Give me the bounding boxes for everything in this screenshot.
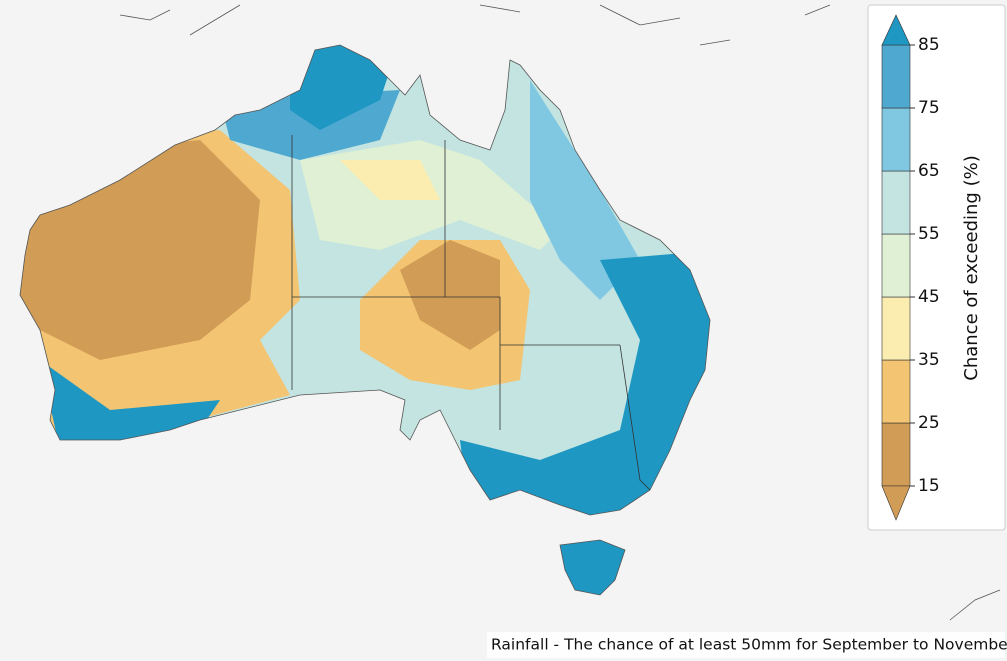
caption: Rainfall - The chance of at least 50mm f… — [491, 636, 1007, 654]
neighbour-coastlines — [119, 4, 1001, 621]
colorbar-arrow-top — [881, 14, 911, 46]
caption-box — [487, 632, 1005, 658]
legend: Chance of exceeding (%) 15 25 35 45 55 65 75 85 — [867, 4, 1006, 531]
colorbar-band — [881, 359, 911, 424]
colorbar-band — [881, 107, 911, 172]
colorbar-tick-label: 35 — [918, 350, 940, 370]
colorbar-band — [881, 422, 911, 487]
colorbar-band — [881, 296, 911, 361]
colorbar-arrow-bottom — [881, 485, 911, 521]
coastline — [19, 44, 711, 596]
colorbar-band — [881, 233, 911, 298]
colorbar-tick-label: 55 — [918, 224, 940, 244]
colorbar-tick-label: 45 — [918, 287, 940, 307]
colorbar-tick-label: 65 — [918, 161, 940, 181]
colorbar-band — [881, 170, 911, 235]
colorbar-tick-label: 75 — [918, 98, 940, 118]
legend-title: Chance of exceeding (%) — [961, 155, 982, 380]
colorbar-tick-label: 15 — [918, 476, 940, 496]
colorbar-band — [881, 44, 911, 109]
colorbar-tick-label: 85 — [918, 35, 940, 55]
colorbar-tick-label: 25 — [918, 413, 940, 433]
